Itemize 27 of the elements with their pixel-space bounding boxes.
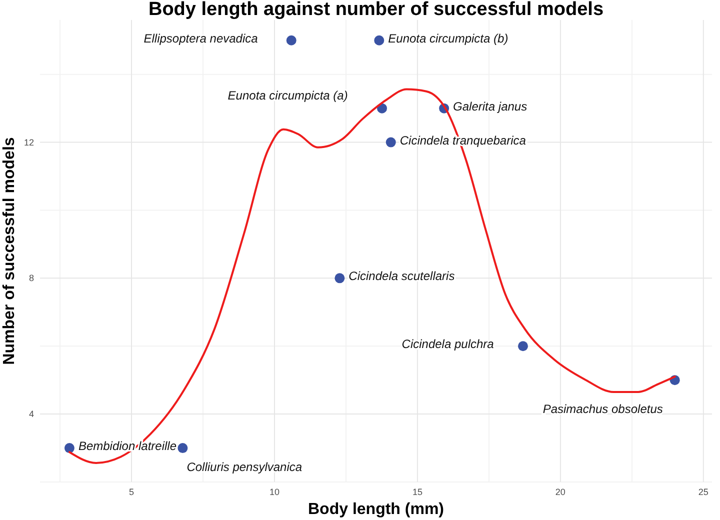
y-tick-label: 8 [28, 273, 34, 284]
point [178, 443, 188, 454]
y-tick-label: 12 [24, 137, 34, 148]
x-tick-label: 20 [555, 487, 566, 497]
point [334, 273, 345, 284]
y-axis-title: Number of successful models [1, 137, 18, 365]
annotation: Cicindela pulchra [402, 337, 494, 352]
y-tick-label: 4 [28, 409, 34, 420]
chart-title: Body length against number of successful models [148, 0, 604, 20]
annotation: Colliuris pensylvanica [186, 460, 302, 474]
annotation: Cicindela scutellaris [348, 269, 455, 284]
annotation: Pasimachus obsoletus [542, 402, 663, 416]
annotation: Ellipsoptera nevadica [144, 31, 258, 46]
x-tick-label: 5 [129, 487, 134, 497]
point [374, 35, 384, 46]
annotation: Eunota circumpicta (a) [228, 88, 348, 102]
annotation: Eunota circumpicta (b) [388, 31, 508, 46]
annotation: Galerita janus [453, 99, 528, 114]
point [286, 35, 296, 46]
point [386, 137, 396, 148]
x-tick-label: 10 [269, 487, 280, 497]
x-axis-title: Body length (mm) [308, 501, 444, 518]
point [518, 341, 528, 352]
x-tick-label: 25 [698, 487, 708, 497]
annotation: Bembidion latreille [78, 439, 177, 454]
point [64, 443, 74, 454]
x-tick-label: 15 [412, 487, 422, 497]
